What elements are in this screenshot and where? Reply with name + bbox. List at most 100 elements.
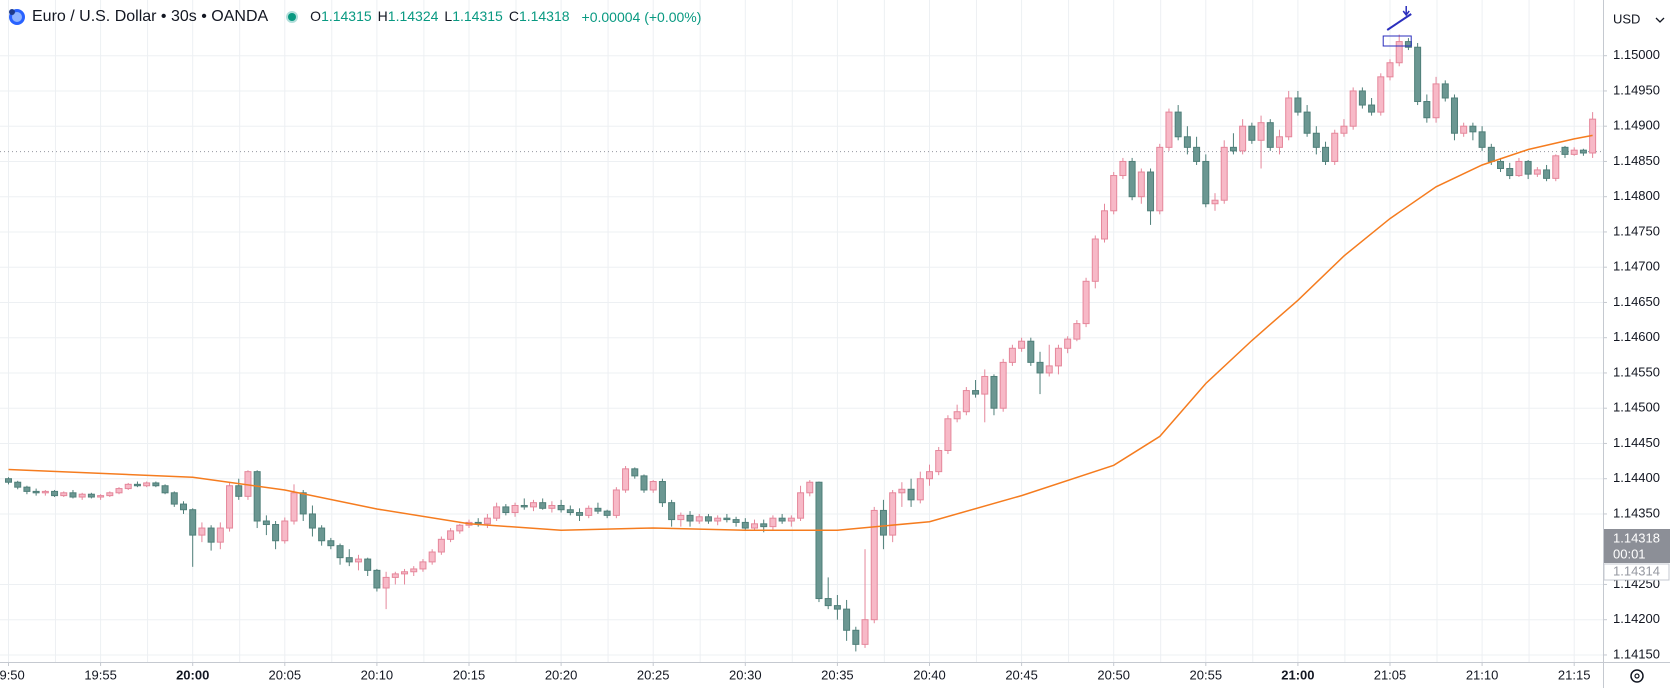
ohlc-key: C (508, 8, 519, 24)
candle-body (1220, 146, 1228, 201)
candle-body (1552, 155, 1560, 179)
candle-body (797, 492, 805, 519)
candle-body (695, 516, 703, 522)
candle-body (962, 390, 970, 413)
candle-body (972, 390, 980, 395)
candle-body (907, 488, 915, 501)
candle-body (1211, 199, 1219, 205)
settings-icon-core (1634, 673, 1640, 679)
candle-body (290, 492, 298, 522)
candle-body (1524, 160, 1532, 175)
candle-body (815, 481, 823, 600)
y-tick-label: 1.14850 (1613, 153, 1660, 168)
settings-icon (1630, 669, 1644, 683)
candle-body (32, 490, 40, 494)
candle-body (235, 485, 243, 497)
x-tick-label: 19:55 (84, 667, 117, 682)
candle-body (437, 538, 445, 553)
ohlc-value: 1.14315 (321, 8, 372, 24)
candle-body (1064, 338, 1072, 349)
candle-body (585, 507, 593, 516)
candle-body (926, 471, 933, 480)
candle-body (658, 481, 666, 504)
candle-body (612, 489, 620, 516)
y-tick-label: 1.14400 (1613, 470, 1660, 485)
candle-body (272, 524, 280, 542)
candle-body (1487, 146, 1495, 162)
currency-chevron (1655, 17, 1665, 23)
candle-body (1229, 146, 1237, 152)
candle-body (603, 510, 611, 516)
candle-body (806, 481, 814, 494)
y-tick-label: 1.14450 (1613, 435, 1660, 450)
candle-body (1533, 169, 1541, 175)
y-tick-label: 1.14900 (1613, 118, 1660, 133)
candle-body (751, 523, 759, 529)
candle-body (1561, 146, 1569, 155)
candle-body (1100, 210, 1108, 240)
symbol-title[interactable]: Euro / U.S. Dollar • 30s • OANDA (32, 8, 269, 25)
candle-body (935, 449, 943, 473)
candle-body (1110, 175, 1118, 212)
candle-body (1248, 125, 1256, 141)
ohlc-value: 1.14318 (518, 8, 570, 24)
candle-body (714, 517, 722, 522)
last-price: 1.14318 (1613, 530, 1660, 545)
candle-body (1349, 90, 1357, 127)
y-tick-label: 1.14200 (1613, 611, 1660, 626)
ohlc-key: H (377, 8, 388, 24)
candle-body (677, 514, 685, 521)
candle-body (594, 507, 602, 512)
candle-body (226, 485, 234, 529)
candle-body (60, 492, 68, 497)
candle-body (14, 481, 22, 488)
candle-body (364, 558, 372, 571)
candle-body (447, 530, 455, 540)
candle-body (115, 488, 123, 494)
candle-body (419, 561, 427, 570)
candle-body (1018, 340, 1026, 349)
candle-body (732, 519, 740, 523)
candle-body (97, 495, 105, 498)
y-tick-label: 1.14350 (1613, 505, 1660, 520)
candle-body (576, 512, 584, 516)
x-tick-label: 21:00 (1281, 667, 1314, 682)
x-tick-label: 20:50 (1097, 667, 1130, 682)
candle-body (1358, 90, 1366, 106)
candle-body (1174, 111, 1182, 138)
candle-body (1377, 76, 1385, 113)
candle-body (179, 503, 187, 511)
x-tick-label: 20:00 (176, 667, 209, 682)
candle-body (354, 558, 362, 563)
candle-body (1395, 41, 1403, 64)
candle-body (879, 509, 887, 536)
candle-body (1460, 125, 1468, 134)
candle-body (686, 514, 694, 522)
change: +0.00004 (+0.00%) (581, 9, 702, 25)
candle-body (410, 568, 418, 573)
y-tick-label: 1.14700 (1613, 259, 1660, 274)
candle-body (861, 619, 869, 645)
candle-body (143, 482, 151, 487)
y-tick-label: 1.14600 (1613, 329, 1660, 344)
legend-header: Euro / U.S. Dollar • 30s • OANDA O1.1431… (8, 8, 701, 26)
candle-body (1275, 136, 1283, 148)
candle-body (1432, 83, 1440, 119)
moving-average (8, 134, 1593, 531)
candle-body (760, 523, 768, 528)
candle-body (1331, 132, 1339, 162)
candle-body (78, 493, 86, 498)
trade-annotation (1382, 6, 1412, 47)
candle-body (1386, 62, 1394, 78)
candle-body (649, 481, 657, 491)
candle-body (787, 517, 795, 522)
candle-body (723, 517, 731, 521)
candle-body (1165, 111, 1173, 148)
annotation-box (1382, 35, 1412, 47)
candle-body (327, 540, 335, 547)
candle-body (1091, 238, 1099, 282)
annotation-line (1386, 13, 1412, 31)
x-tick-label: 20:25 (637, 667, 670, 682)
candle-body (152, 482, 160, 487)
